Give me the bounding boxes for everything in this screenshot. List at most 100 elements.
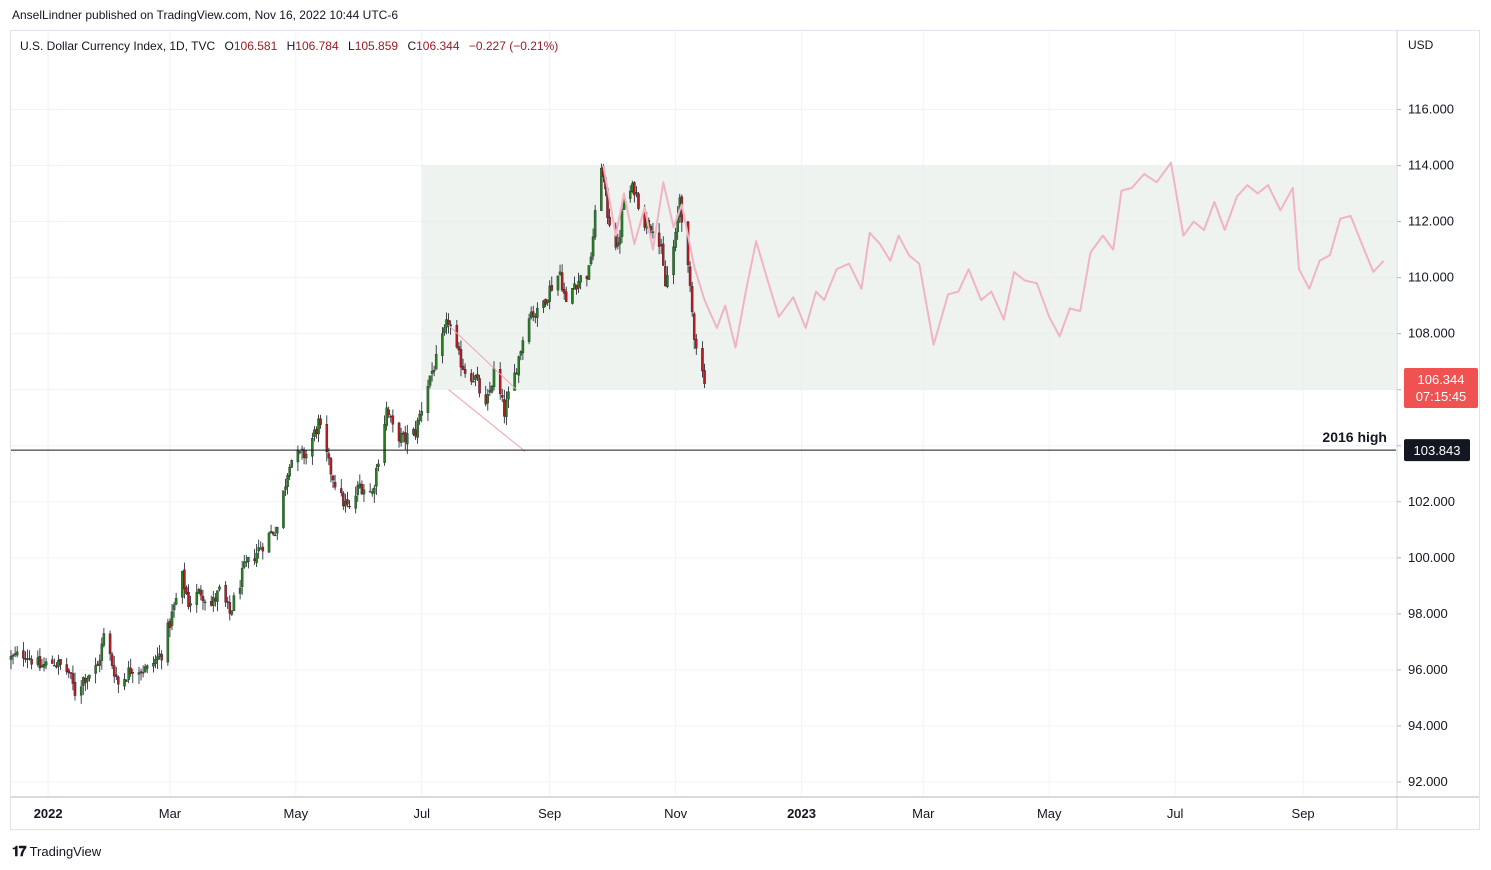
candle-body [529, 311, 533, 318]
candle-body [259, 548, 263, 550]
candle-body [666, 275, 669, 288]
candle-body [226, 601, 229, 603]
candle-body [546, 299, 549, 303]
candle-body [434, 353, 438, 370]
candle-body [488, 390, 492, 393]
candle-body [432, 370, 436, 372]
candle-body [247, 557, 250, 562]
candle-body [209, 601, 213, 606]
candle-body [406, 433, 409, 445]
candle-body [556, 275, 560, 291]
candle-body [445, 319, 448, 328]
candle-body [344, 501, 347, 507]
candle-body [560, 272, 564, 291]
high-value: 106.784 [295, 39, 339, 53]
candle-body [129, 667, 132, 674]
candle-body [86, 677, 89, 682]
candle-body [478, 378, 481, 394]
current-price-tag [1404, 368, 1478, 409]
candle-body [55, 666, 58, 668]
candle-body [152, 663, 155, 667]
candle-body [115, 674, 118, 677]
time-axis: 2022 Mar May Jul Sep Nov 2023 Mar May Jul Sep [11, 796, 1479, 821]
candle-body [98, 660, 102, 666]
candle-body [255, 552, 258, 563]
candle-body [110, 654, 114, 666]
candle-body [562, 289, 566, 294]
candle-body [88, 674, 91, 679]
candle-body [156, 656, 159, 661]
price-tick-label: 100.000 [1408, 550, 1455, 565]
time-tick-label: Nov [664, 806, 688, 821]
candle-body [558, 271, 562, 275]
candle-body [327, 453, 331, 459]
candle-body [168, 621, 172, 628]
candle-body [348, 505, 351, 508]
candle-body [329, 458, 333, 475]
price-tick-label: 96.000 [1408, 662, 1448, 677]
candle-body [403, 432, 407, 443]
candle-body [505, 400, 508, 417]
candle-body [651, 231, 655, 233]
candle-body [375, 467, 378, 487]
candle-body [470, 373, 473, 382]
candle-body [385, 407, 388, 426]
candle-body [267, 532, 271, 553]
open-value: 106.581 [233, 39, 278, 53]
candle-body [501, 394, 504, 398]
symbol-legend[interactable]: U.S. Dollar Currency Index, 1D, TVC O106… [20, 39, 558, 53]
time-tick-label: May [284, 806, 309, 821]
candle-body [298, 451, 302, 453]
candle-body [490, 385, 494, 393]
currency-label[interactable]: USD [1408, 38, 1434, 52]
candle-body [426, 386, 430, 413]
candle-body [414, 429, 417, 437]
candle-body [362, 489, 366, 495]
candle-body [160, 653, 163, 661]
candle-body [633, 182, 636, 196]
candle-body [127, 667, 130, 680]
candle-body [391, 415, 395, 425]
price-tick-label: 110.000 [1408, 270, 1454, 285]
candle-body [449, 324, 452, 327]
candle-body [11, 654, 15, 657]
candle-body [253, 558, 256, 562]
level-annotation: 2016 high [1322, 429, 1387, 445]
candle-body [271, 532, 275, 535]
candle-body [593, 210, 597, 238]
candle-body [284, 486, 287, 490]
candle-body [628, 190, 632, 199]
candle-body [65, 664, 68, 673]
candle-body [622, 199, 626, 210]
candle-body [53, 664, 56, 667]
candle-body [315, 429, 318, 435]
candle-body [340, 488, 343, 493]
time-tick-label: Jul [1167, 806, 1184, 821]
time-tick-label: 2023 [787, 806, 816, 821]
candle-body [430, 370, 434, 374]
candle-body [203, 601, 207, 604]
candle-body [412, 428, 415, 435]
price-tick-label: 108.000 [1408, 326, 1455, 341]
close-label: C [407, 39, 417, 53]
price-tick-label: 114.000 [1408, 158, 1454, 173]
candle-body [401, 432, 405, 435]
channel-upper-line [448, 324, 518, 391]
tradingview-footer[interactable]: 𝟏𝟕 TradingView [12, 843, 101, 860]
candle-body [282, 490, 285, 528]
candle-body [515, 372, 518, 375]
candle-body [573, 283, 576, 290]
candle-body [143, 666, 147, 672]
candle-body [370, 491, 374, 494]
candle-body [13, 653, 17, 655]
candle-body [288, 467, 291, 477]
candle-body [69, 672, 73, 674]
candlesticks [9, 163, 706, 704]
candle-body [579, 275, 582, 283]
candle-body [304, 454, 308, 459]
candle-body [550, 285, 554, 291]
close-value: 106.344 [416, 39, 460, 53]
candle-body [659, 244, 663, 246]
candle-body [513, 372, 516, 391]
